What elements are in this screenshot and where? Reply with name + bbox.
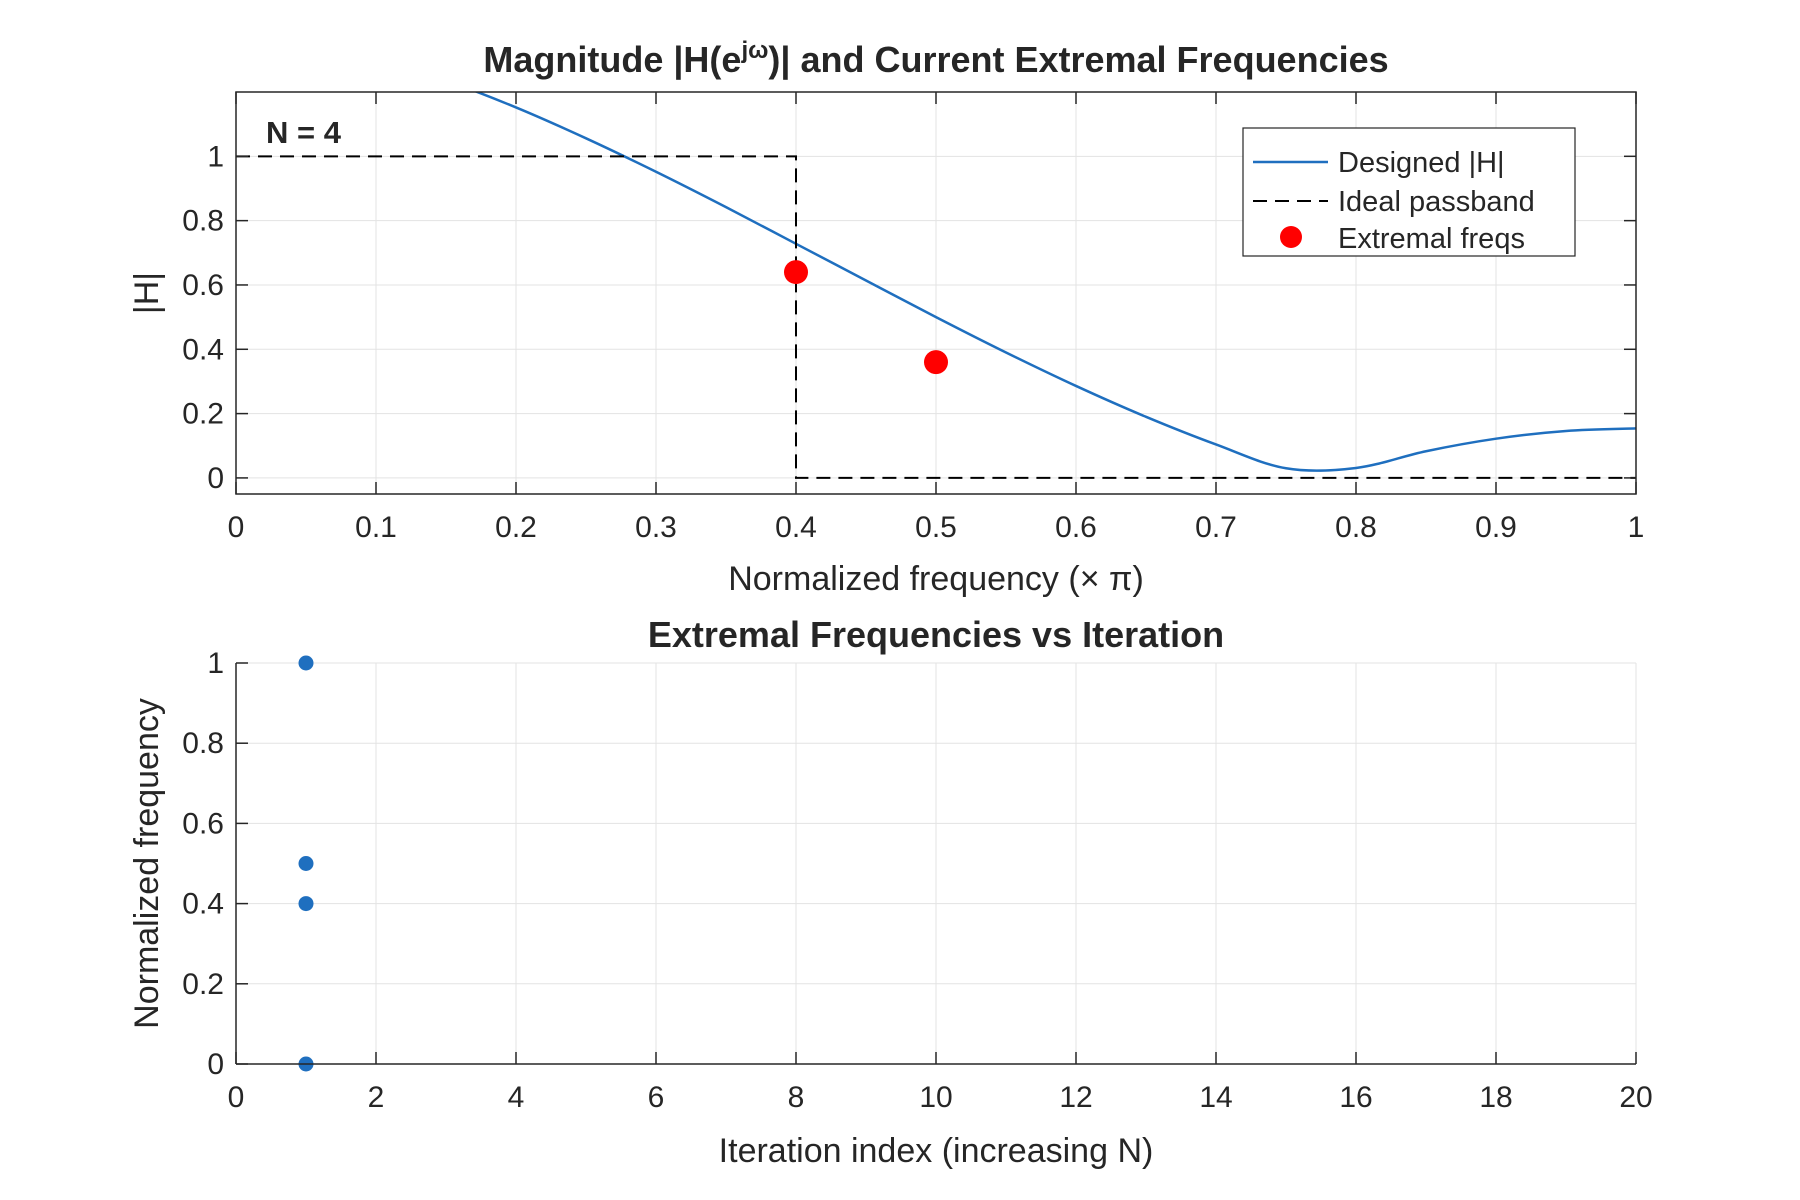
extremal-freq-point: [298, 896, 314, 912]
title-part-1: Magnitude |H(e: [483, 39, 741, 81]
x-tick-label: 0.6: [1055, 511, 1097, 544]
x-tick-label: 1: [1628, 511, 1645, 544]
x-tick-label: 0.1: [355, 511, 397, 544]
x-tick-label: 4: [508, 1081, 525, 1114]
y-tick-label: 0.4: [182, 333, 224, 366]
iteration-chart-title: Extremal Frequencies vs Iteration: [648, 614, 1224, 655]
iteration-y-axis-label: Normalized frequency: [128, 698, 166, 1029]
ideal-passband-line: [236, 155, 1636, 479]
legend-entry-designed: Designed |H|: [1338, 147, 1505, 179]
legend-entry-extremal: Extremal freqs: [1338, 223, 1525, 255]
x-tick-label: 6: [648, 1081, 665, 1114]
y-tick-label: 0.2: [182, 968, 224, 1001]
x-tick-label: 0.9: [1475, 511, 1517, 544]
order-annotation: N = 4: [266, 115, 342, 150]
x-tick-label: 18: [1479, 1081, 1512, 1114]
magnitude-data: [236, 92, 1636, 479]
y-tick-label: 0.6: [182, 269, 224, 302]
x-tick-label: 0.7: [1195, 511, 1237, 544]
legend-entry-ideal: Ideal passband: [1338, 186, 1535, 218]
x-tick-label: 0.2: [495, 511, 537, 544]
y-tick-label: 1: [207, 647, 224, 680]
legend-swatch-extremal: [1280, 226, 1302, 248]
title-superscript: jω: [740, 37, 768, 64]
magnitude-axes: 0 0.1 0.2 0.3 0.4 0.5 0.6 0.7 0.8 0.9 1 0 0.2 0.4 0.6 0…: [128, 37, 1644, 598]
iteration-grid: [235, 662, 1637, 1065]
x-tick-label: 8: [788, 1081, 805, 1114]
x-tick-label: 16: [1339, 1081, 1372, 1114]
x-tick-label: 0: [228, 511, 245, 544]
x-tick-label: 0.5: [915, 511, 957, 544]
y-tick-label: 0.4: [182, 888, 224, 921]
x-tick-label: 0.4: [775, 511, 817, 544]
extremal-freq-point: [298, 655, 314, 671]
x-tick-label: 0.8: [1335, 511, 1377, 544]
extremal-freq-marker: [784, 260, 808, 285]
x-tick-label: 10: [919, 1081, 952, 1114]
x-tick-label: 2: [368, 1081, 385, 1114]
y-tick-label: 1: [207, 140, 224, 173]
x-tick-label: 14: [1199, 1081, 1232, 1114]
y-tick-label: 0.2: [182, 398, 224, 431]
iteration-ticks: 0 2 4 6 8 10 12 14 16 18 20 0 0.2 0.4 0.6 0.8 1: [182, 647, 1652, 1114]
extremal-freq-marker: [924, 350, 948, 375]
y-tick-label: 0: [207, 1048, 224, 1081]
y-tick-label: 0.6: [182, 807, 224, 840]
x-tick-label: 0.3: [635, 511, 677, 544]
legend: Designed |H| Ideal passband Extremal fre…: [1242, 127, 1576, 257]
magnitude-x-axis-label: Normalized frequency (× π): [728, 560, 1144, 598]
designed-response-line: [473, 92, 1636, 472]
magnitude-y-axis-label: |H|: [128, 272, 166, 314]
y-tick-label: 0.8: [182, 727, 224, 760]
magnitude-chart-title: Magnitude |H(ejω)| and Current Extremal …: [483, 37, 1388, 81]
x-tick-label: 0: [228, 1081, 245, 1114]
extremal-freq-point: [298, 856, 314, 871]
iteration-x-axis-label: Iteration index (increasing N): [719, 1132, 1154, 1170]
y-tick-label: 0: [207, 462, 224, 495]
title-part-2: )| and Current Extremal Frequencies: [768, 39, 1388, 81]
x-tick-label: 12: [1059, 1081, 1092, 1114]
magnitude-ticks: 0 0.1 0.2 0.3 0.4 0.5 0.6 0.7 0.8 0.9 1 0 0.2 0.4 0.6 0…: [182, 92, 1644, 544]
iteration-axes: 0 2 4 6 8 10 12 14 16 18 20 0 0.2 0.4 0.6 0.8 1 Extremal…: [128, 614, 1653, 1170]
y-tick-label: 0.8: [182, 205, 224, 238]
x-tick-label: 20: [1619, 1081, 1652, 1114]
